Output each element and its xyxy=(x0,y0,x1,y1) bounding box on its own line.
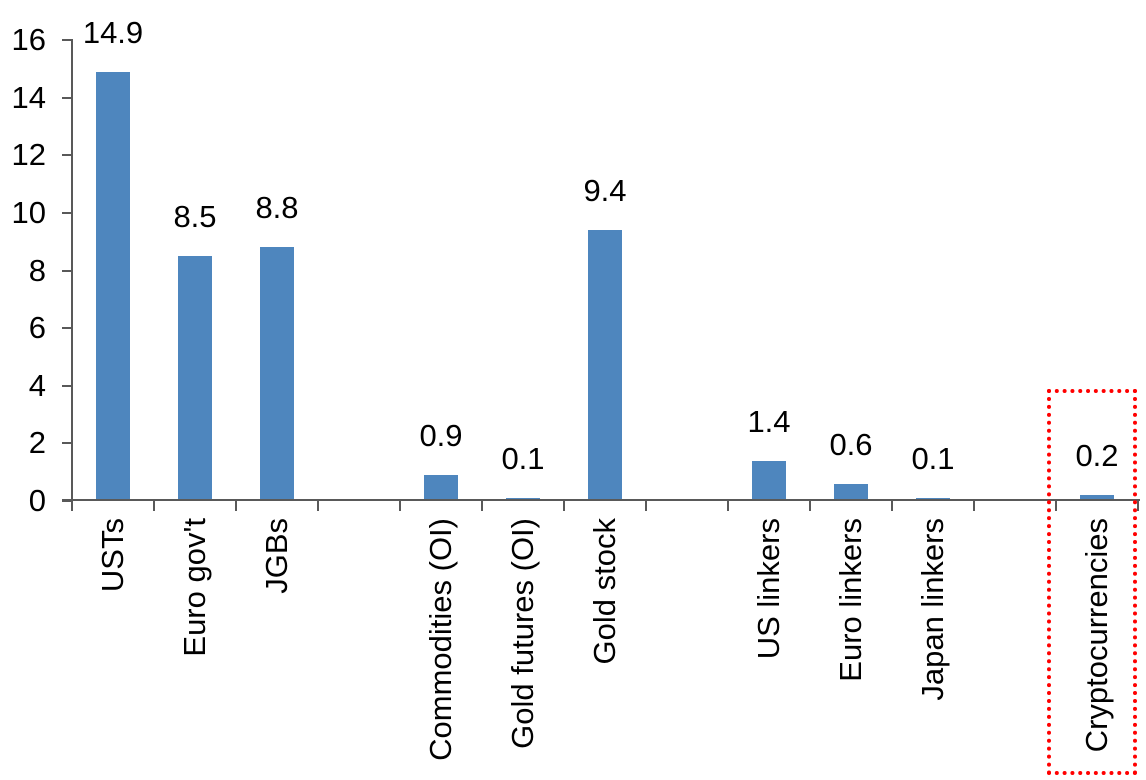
bar xyxy=(1080,495,1114,501)
x-tick-mark xyxy=(399,500,401,511)
bar xyxy=(178,256,212,501)
x-tick-mark xyxy=(317,500,319,511)
y-tick-label: 8 xyxy=(28,252,46,288)
bar xyxy=(96,71,130,501)
y-tick-mark xyxy=(62,327,72,330)
y-axis-line xyxy=(71,39,73,511)
bar-value-label: 0.1 xyxy=(501,441,545,477)
y-tick-mark xyxy=(62,96,72,99)
category-label: Commodities (OI) xyxy=(400,518,482,780)
y-tick-label: 14 xyxy=(11,79,46,115)
y-tick-mark xyxy=(62,500,72,502)
x-tick-mark xyxy=(645,500,647,511)
category-label: Euro gov't xyxy=(154,518,236,780)
category-label: JGBs xyxy=(236,518,318,780)
category-label: Euro linkers xyxy=(810,518,892,780)
category-label-text: Japan linkers xyxy=(914,518,950,701)
category-label-text: JGBs xyxy=(258,518,294,594)
bar xyxy=(260,247,294,501)
category-label: Japan linkers xyxy=(892,518,974,780)
x-tick-mark xyxy=(153,500,155,511)
category-label-text: Euro gov't xyxy=(176,518,212,657)
y-tick-mark xyxy=(62,442,72,445)
bar-value-label: 0.6 xyxy=(829,426,873,462)
bar xyxy=(834,483,868,501)
y-tick-label: 16 xyxy=(11,22,46,57)
x-tick-mark xyxy=(1055,500,1057,511)
bar-value-label: 0.2 xyxy=(1075,438,1119,474)
bar-value-label: 8.5 xyxy=(173,199,217,235)
category-label-text: Gold stock xyxy=(586,518,622,665)
category-label: Gold futures (OI) xyxy=(482,518,564,780)
category-label-text: Euro linkers xyxy=(832,518,868,682)
x-axis-line xyxy=(62,499,1140,501)
y-tick-mark xyxy=(62,211,72,214)
x-tick-mark xyxy=(973,500,975,511)
y-tick-label: 12 xyxy=(11,137,46,173)
y-tick-label: 4 xyxy=(28,367,46,403)
category-label: USTs xyxy=(72,518,154,780)
y-tick-mark xyxy=(62,384,72,387)
bar-value-label: 0.1 xyxy=(911,441,955,477)
category-label-text: Commodities (OI) xyxy=(422,518,458,761)
bar-value-label: 8.8 xyxy=(255,190,299,226)
x-tick-mark xyxy=(891,500,893,511)
bar xyxy=(424,475,458,501)
category-label-text: USTs xyxy=(94,518,130,593)
bar xyxy=(588,230,622,501)
x-tick-mark xyxy=(727,500,729,511)
x-tick-mark xyxy=(563,500,565,511)
category-label: Gold stock xyxy=(564,518,646,780)
y-tick-mark xyxy=(62,154,72,157)
x-tick-mark xyxy=(235,500,237,511)
y-tick-label: 2 xyxy=(28,425,46,461)
bar xyxy=(752,460,786,501)
x-tick-mark xyxy=(71,500,73,511)
y-tick-label: 6 xyxy=(28,310,46,346)
bar-value-label: 14.9 xyxy=(82,14,144,50)
category-label: US linkers xyxy=(728,518,810,780)
bar-value-label: 1.4 xyxy=(747,403,791,439)
y-tick-label: 10 xyxy=(11,194,46,230)
category-label-text: Gold futures (OI) xyxy=(504,518,540,749)
highlight-box xyxy=(1047,389,1137,775)
bar-value-label: 9.4 xyxy=(583,173,627,209)
category-label-text: US linkers xyxy=(750,518,786,660)
x-tick-mark xyxy=(481,500,483,511)
y-tick-mark xyxy=(62,269,72,272)
y-tick-label: 0 xyxy=(28,483,46,518)
x-tick-mark xyxy=(809,500,811,511)
bar-value-label: 0.9 xyxy=(419,418,463,454)
x-tick-mark xyxy=(1137,500,1139,511)
y-tick-mark xyxy=(62,39,72,41)
